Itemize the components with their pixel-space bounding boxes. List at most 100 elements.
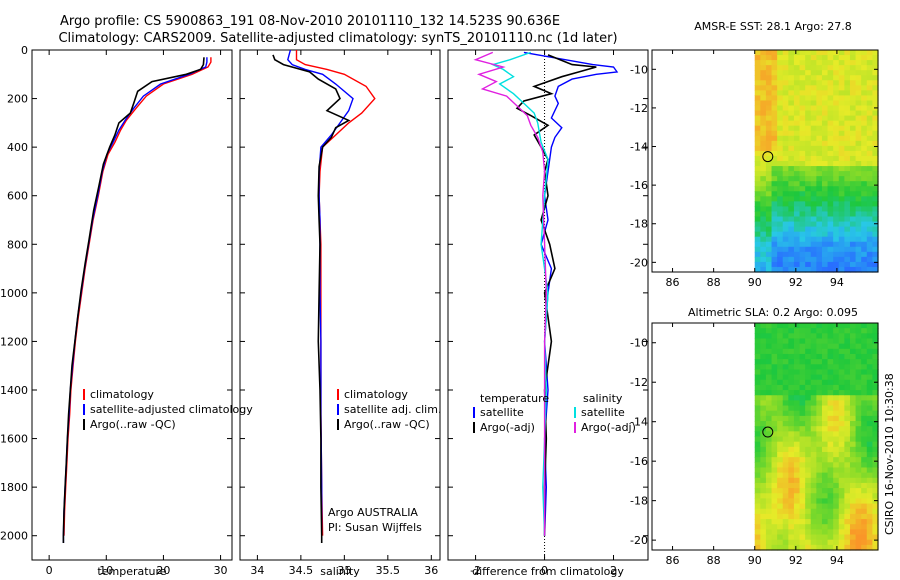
map-cell <box>844 231 851 238</box>
map-cell <box>777 166 784 172</box>
map-cell <box>805 90 812 97</box>
map-cell <box>760 176 767 182</box>
map-cell <box>866 359 873 365</box>
map-cell <box>777 524 784 530</box>
map-cell <box>844 181 851 187</box>
map-cell <box>777 241 784 248</box>
map-cell <box>782 80 789 86</box>
map-cell <box>866 374 873 381</box>
map-cell <box>866 231 873 238</box>
map-cell <box>810 115 817 122</box>
map-cell <box>810 436 817 443</box>
map-cell <box>782 384 789 391</box>
map-cell <box>816 488 823 494</box>
timestamp-side-label: CSIRO 16-Nov-2010 10:30:38 <box>883 373 896 535</box>
map-cell <box>849 65 857 71</box>
map-cell <box>788 221 795 228</box>
map-cell <box>872 201 879 208</box>
map-cell <box>861 206 868 213</box>
map-cell <box>816 226 823 233</box>
map-cell <box>827 390 834 396</box>
map-cell <box>771 415 778 422</box>
map-cell <box>866 95 873 102</box>
map-cell <box>838 75 845 81</box>
map-cell <box>793 415 801 422</box>
map-cell <box>793 166 801 172</box>
map-cell <box>861 524 868 530</box>
map-cell <box>816 379 823 386</box>
map-cell <box>861 369 868 376</box>
map-cell <box>838 115 845 122</box>
map-cell <box>760 161 767 167</box>
map-cell <box>861 130 868 137</box>
map-cell <box>788 353 795 360</box>
map-cell <box>771 75 778 81</box>
map-cell <box>810 405 817 412</box>
map-cell <box>771 246 778 253</box>
map-cell <box>799 353 806 360</box>
map-cell <box>833 529 840 536</box>
map-cell <box>799 524 806 530</box>
map-cell <box>771 191 778 197</box>
map-cell <box>838 261 845 268</box>
map-cell <box>861 75 868 81</box>
map-cell <box>821 261 829 268</box>
map-cell <box>760 186 767 192</box>
y-tick-label: -18 <box>630 495 648 508</box>
map-cell <box>782 359 789 365</box>
map-cell <box>827 338 834 345</box>
map-cell <box>816 110 823 117</box>
map-cell <box>827 70 834 76</box>
map-cell <box>866 462 873 469</box>
map-cell <box>754 201 761 208</box>
map-cell <box>827 441 834 448</box>
map-cell <box>855 196 862 202</box>
map-cell <box>833 451 840 458</box>
map-cell <box>849 50 857 56</box>
map-cell <box>805 221 812 228</box>
map-cell <box>866 135 873 142</box>
map-cell <box>849 110 857 117</box>
map-cell <box>771 343 778 350</box>
map-cell <box>810 95 817 102</box>
map-cell <box>771 410 778 417</box>
map-cell <box>849 90 857 97</box>
map-cell <box>765 544 773 551</box>
legend-label: climatology <box>90 388 154 401</box>
map-cell <box>844 529 851 536</box>
map-cell <box>872 161 879 167</box>
map-cell <box>777 191 784 197</box>
map-cell <box>833 216 840 223</box>
map-cell <box>816 539 823 546</box>
map-cell <box>838 513 845 520</box>
map-cell <box>855 85 862 91</box>
map-cell <box>821 374 829 381</box>
map-cell <box>827 221 834 228</box>
map-cell <box>821 467 829 474</box>
map-cell <box>754 236 761 243</box>
map-cell <box>861 266 868 273</box>
map-cell <box>810 140 817 147</box>
map-cell <box>821 110 829 117</box>
map-cell <box>844 236 851 243</box>
map-cell <box>838 353 845 360</box>
map-cell <box>827 236 834 243</box>
map-cell <box>793 145 801 152</box>
map-cell <box>827 216 834 223</box>
map-cell <box>782 140 789 147</box>
map-cell <box>777 155 784 162</box>
map-cell <box>788 241 795 248</box>
map-cell <box>849 343 857 350</box>
map-cell <box>799 60 806 66</box>
map-cell <box>821 451 829 458</box>
map-cell <box>782 90 789 97</box>
map-cell <box>827 379 834 386</box>
map-cell <box>771 120 778 127</box>
map-cell <box>855 80 862 86</box>
plot-frame <box>239 49 441 561</box>
map-cell <box>782 379 789 386</box>
map-cell <box>861 171 868 177</box>
map-cell <box>838 451 845 458</box>
map-cell <box>810 529 817 536</box>
map-cell <box>844 125 851 132</box>
